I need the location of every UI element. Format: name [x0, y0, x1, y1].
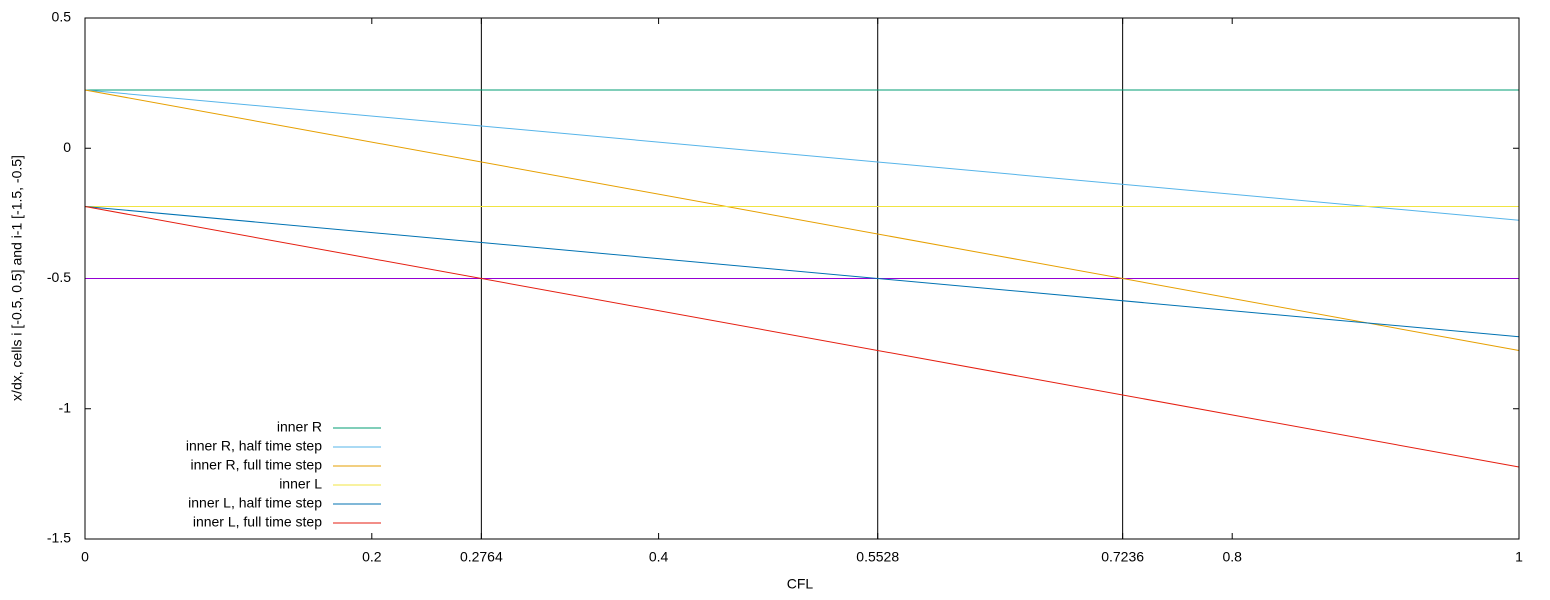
- series-line: [84, 206, 1520, 338]
- x-tick-label: 0.2764: [460, 549, 503, 565]
- x-tick-label: 0.2: [362, 549, 382, 565]
- y-tick-label: 0.5: [52, 9, 72, 25]
- y-tick-label: 0: [63, 139, 71, 155]
- y-tick-label: -1: [59, 399, 72, 415]
- legend-label: inner L, half time step: [188, 495, 322, 511]
- legend-label: inner L: [279, 476, 322, 492]
- y-tick-label: -1.5: [47, 530, 71, 546]
- legend-label: inner R, full time step: [191, 457, 323, 473]
- y-axis-label: x/dx, cells i [-0.5, 0.5] and i-1 [-1.5,…: [9, 155, 25, 401]
- series-line: [84, 89, 1520, 221]
- x-axis-label: CFL: [787, 576, 814, 592]
- x-tick-label: 0.8: [1222, 549, 1242, 565]
- x-tick-label: 0.7236: [1101, 549, 1144, 565]
- legend-label: inner R, half time step: [186, 438, 322, 454]
- x-tick-label: 0: [81, 549, 89, 565]
- y-tick-label: -0.5: [47, 269, 71, 285]
- x-tick-label: 0.5528: [856, 549, 899, 565]
- plot-border: [84, 17, 1520, 540]
- x-tick-label: 0.4: [649, 549, 669, 565]
- x-tick-label: 1: [1515, 549, 1523, 565]
- legend-label: inner L, full time step: [193, 514, 322, 530]
- series-line: [84, 89, 1520, 351]
- legend-label: inner R: [277, 419, 322, 435]
- series-line: [84, 206, 1520, 468]
